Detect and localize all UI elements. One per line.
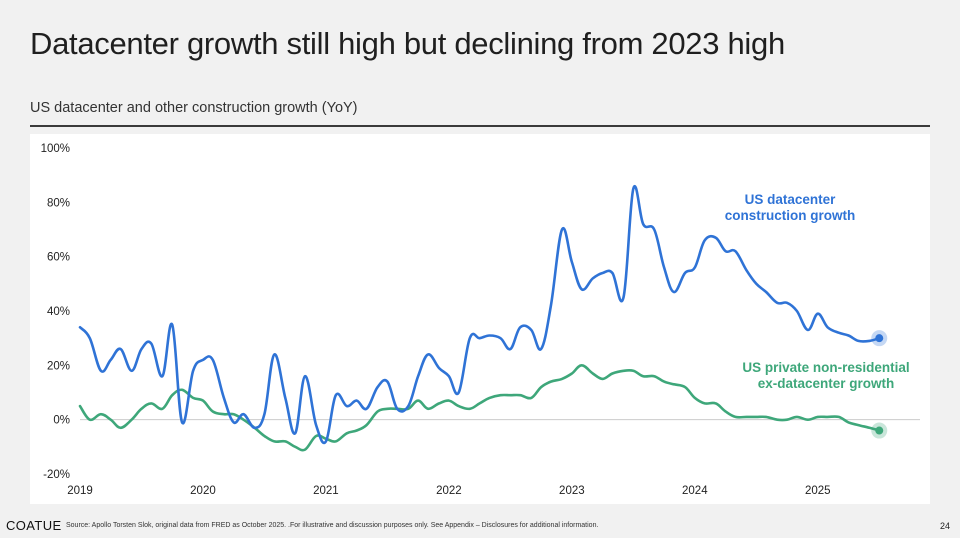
y-tick-label: -20% [43, 469, 70, 481]
datacenter-endpoint-marker [875, 334, 884, 343]
label-layer: US datacenter construction growth US priva… [725, 192, 910, 391]
x-tick-label: 2022 [436, 485, 462, 497]
x-tick-label: 2023 [559, 485, 585, 497]
y-tick-label: 20% [47, 360, 70, 372]
x-tick-label: 2021 [313, 485, 339, 497]
series-layer [78, 184, 888, 452]
x-tick-label: 2020 [190, 485, 216, 497]
page-number: 24 [939, 521, 950, 531]
series-label-line: US datacenter [745, 192, 837, 207]
datacenter-series-line [78, 184, 881, 445]
nonres-series-label: US private non-residential ex-datacenter … [742, 360, 909, 391]
coatue-logo: COATUE [6, 518, 62, 533]
source-note: Source: Apollo Torsten Slok, original da… [66, 522, 599, 529]
x-tick-label: 2019 [67, 485, 93, 497]
x-tick-label: 2024 [682, 485, 708, 497]
x-tick-label: 2025 [805, 485, 831, 497]
series-label-line: construction growth [725, 208, 856, 223]
line-chart: -20% 0% 20% 40% 60% 80% 100% 2019 2020 2021 2022 20… [41, 143, 920, 497]
y-tick-label: 100% [41, 143, 70, 155]
y-tick-label: 60% [47, 252, 70, 264]
y-tick-label: 80% [47, 197, 70, 209]
chart-panel: -20% 0% 20% 40% 60% 80% 100% 2019 2020 2021 2022 20… [30, 134, 930, 504]
page-title: Datacenter growth still high but declini… [30, 26, 785, 61]
header-divider [30, 125, 930, 127]
nonres-endpoint-marker [875, 426, 884, 435]
y-tick-label: 0% [53, 415, 70, 427]
nonres-series-line [78, 364, 881, 452]
chart-subtitle: US datacenter and other construction gro… [30, 100, 358, 116]
datacenter-series-label: US datacenter construction growth [725, 192, 856, 223]
axis-layer: -20% 0% 20% 40% 60% 80% 100% 2019 2020 2021 2022 20… [41, 143, 920, 497]
series-label-line: US private non-residential [742, 360, 909, 375]
series-label-line: ex-datacenter growth [758, 376, 895, 391]
y-tick-label: 40% [47, 306, 70, 318]
